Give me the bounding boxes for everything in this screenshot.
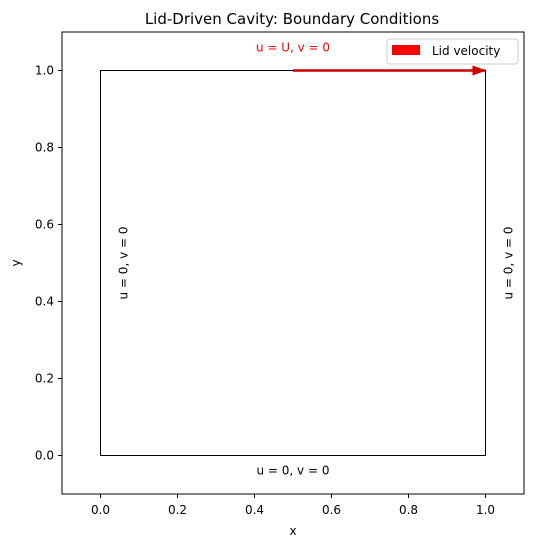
top-boundary-label: u = U, v = 0 [256, 41, 330, 55]
legend-label: Lid velocity [432, 44, 500, 58]
x-tick-label: 1.0 [476, 503, 495, 517]
x-tick-label: 0.8 [399, 503, 418, 517]
x-tick-label: 0.2 [168, 503, 187, 517]
x-tick-label: 0.4 [245, 503, 264, 517]
x-axis-ticks: 0.0 0.2 0.4 0.6 0.8 1.0 [91, 494, 495, 517]
y-axis-label: y [9, 259, 23, 266]
legend: Lid velocity [386, 38, 519, 65]
plot-frame [61, 31, 525, 495]
x-tick-label: 0.6 [322, 503, 341, 517]
chart-title: Lid-Driven Cavity: Boundary Conditions [145, 10, 440, 28]
bottom-boundary-label: u = 0, v = 0 [257, 464, 330, 478]
y-tick-label: 0.0 [35, 449, 54, 463]
legend-swatch [392, 45, 420, 55]
x-tick-label: 0.0 [91, 503, 110, 517]
y-tick-label: 0.4 [35, 295, 54, 309]
x-axis-label: x [289, 524, 296, 538]
y-tick-label: 0.2 [35, 372, 54, 386]
left-wall-label: u = 0, v = 0 [117, 227, 131, 300]
cavity-boundary [100, 70, 486, 456]
y-tick-label: 0.6 [35, 218, 54, 232]
y-axis-ticks: 0.0 0.2 0.4 0.6 0.8 1.0 [35, 64, 62, 463]
y-tick-label: 1.0 [35, 64, 54, 78]
y-tick-label: 0.8 [35, 141, 54, 155]
right-wall-label: u = 0, v = 0 [502, 227, 516, 300]
